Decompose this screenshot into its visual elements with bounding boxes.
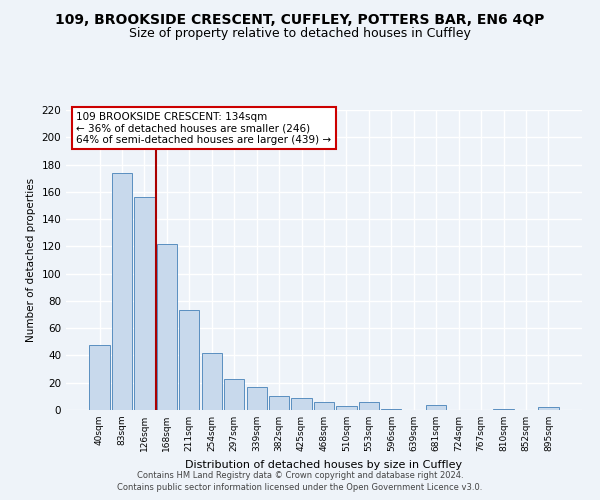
- Bar: [112, 172, 132, 410]
- X-axis label: Distribution of detached houses by size in Cuffley: Distribution of detached houses by size …: [185, 460, 463, 469]
- Text: 109 BROOKSIDE CRESCENT: 134sqm
← 36% of detached houses are smaller (246)
64% of: 109 BROOKSIDE CRESCENT: 134sqm ← 36% of …: [76, 112, 331, 144]
- Y-axis label: Number of detached properties: Number of detached properties: [26, 178, 36, 342]
- Bar: [426, 404, 446, 410]
- Bar: [337, 406, 356, 410]
- Bar: [381, 408, 401, 410]
- Bar: [134, 198, 155, 410]
- Bar: [179, 310, 199, 410]
- Text: Contains public sector information licensed under the Open Government Licence v3: Contains public sector information licen…: [118, 484, 482, 492]
- Bar: [202, 352, 222, 410]
- Bar: [89, 344, 110, 410]
- Text: Size of property relative to detached houses in Cuffley: Size of property relative to detached ho…: [129, 28, 471, 40]
- Bar: [493, 408, 514, 410]
- Bar: [269, 396, 289, 410]
- Bar: [359, 402, 379, 410]
- Bar: [314, 402, 334, 410]
- Bar: [538, 408, 559, 410]
- Text: 109, BROOKSIDE CRESCENT, CUFFLEY, POTTERS BAR, EN6 4QP: 109, BROOKSIDE CRESCENT, CUFFLEY, POTTER…: [55, 12, 545, 26]
- Bar: [292, 398, 311, 410]
- Bar: [224, 378, 244, 410]
- Bar: [247, 387, 267, 410]
- Text: Contains HM Land Registry data © Crown copyright and database right 2024.: Contains HM Land Registry data © Crown c…: [137, 471, 463, 480]
- Bar: [157, 244, 177, 410]
